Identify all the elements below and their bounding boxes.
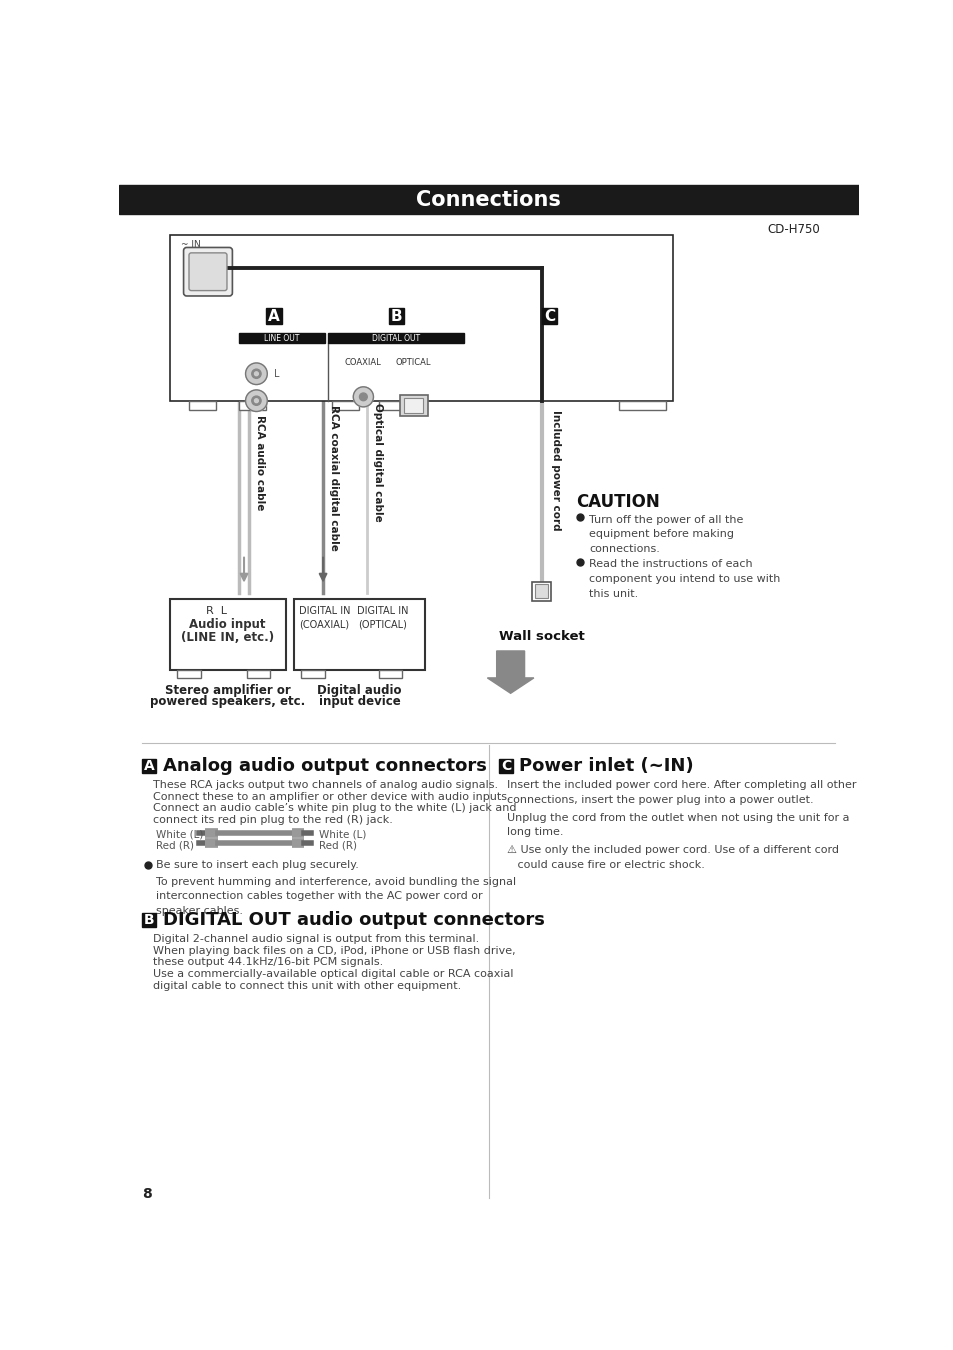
Text: RCA coaxial digital cable: RCA coaxial digital cable xyxy=(329,405,338,551)
Text: Red (R): Red (R) xyxy=(319,841,356,850)
Bar xyxy=(378,401,406,410)
Bar xyxy=(170,235,673,401)
Text: DIGITAL IN: DIGITAL IN xyxy=(298,606,350,616)
Bar xyxy=(189,401,216,410)
Text: Power inlet (~IN): Power inlet (~IN) xyxy=(518,757,693,775)
Text: Unplug the cord from the outlet when not using the unit for a
long time.: Unplug the cord from the outlet when not… xyxy=(506,813,848,837)
Bar xyxy=(498,759,513,772)
Text: Connect these to an amplifier or other device with audio inputs.: Connect these to an amplifier or other d… xyxy=(153,792,511,802)
Text: DIGITAL OUT: DIGITAL OUT xyxy=(372,333,420,343)
Circle shape xyxy=(245,390,267,412)
Bar xyxy=(170,599,286,670)
Bar xyxy=(618,401,665,410)
Text: powered speakers, etc.: powered speakers, etc. xyxy=(150,695,305,709)
Circle shape xyxy=(353,387,373,406)
Text: L: L xyxy=(274,369,279,379)
Text: Wall socket: Wall socket xyxy=(498,630,584,643)
Text: connect its red pin plug to the red (R) jack.: connect its red pin plug to the red (R) … xyxy=(153,815,393,825)
Circle shape xyxy=(245,363,267,385)
Text: White (L): White (L) xyxy=(319,830,366,840)
Text: RCA audio cable: RCA audio cable xyxy=(254,414,264,510)
Bar xyxy=(399,394,427,416)
Bar xyxy=(535,585,547,598)
Text: When playing back files on a CD, iPod, iPhone or USB flash drive,: When playing back files on a CD, iPod, i… xyxy=(153,946,516,956)
Bar xyxy=(142,759,156,772)
Text: Audio input: Audio input xyxy=(190,618,266,632)
Text: White (L): White (L) xyxy=(156,830,204,840)
Text: 8: 8 xyxy=(142,1187,152,1200)
Text: Included power cord: Included power cord xyxy=(550,409,560,531)
Bar xyxy=(532,582,550,601)
Text: C: C xyxy=(500,759,511,772)
Bar xyxy=(378,670,402,678)
Circle shape xyxy=(252,369,261,378)
Circle shape xyxy=(254,398,258,402)
Text: COAXIAL: COAXIAL xyxy=(345,358,381,367)
Text: CD-H750: CD-H750 xyxy=(767,223,820,236)
Bar xyxy=(142,913,156,926)
Text: (LINE IN, etc.): (LINE IN, etc.) xyxy=(181,632,274,644)
Text: (OPTICAL): (OPTICAL) xyxy=(358,620,407,629)
Text: input device: input device xyxy=(318,695,400,709)
Bar xyxy=(247,670,270,678)
Bar xyxy=(294,599,425,670)
Text: CAUTION: CAUTION xyxy=(576,493,659,512)
Text: ⚠ Use only the included power cord. Use of a different cord
   could cause fire : ⚠ Use only the included power cord. Use … xyxy=(506,845,838,869)
Text: B: B xyxy=(144,913,154,926)
Text: DIGITAL OUT audio output connectors: DIGITAL OUT audio output connectors xyxy=(162,911,544,929)
Text: Turn off the power of all the
equipment before making
connections.: Turn off the power of all the equipment … xyxy=(588,514,742,555)
Text: These RCA jacks output two channels of analog audio signals.: These RCA jacks output two channels of a… xyxy=(153,780,498,790)
Bar xyxy=(301,670,324,678)
Text: A: A xyxy=(268,309,280,324)
Polygon shape xyxy=(487,651,534,694)
Text: Stereo amplifier or: Stereo amplifier or xyxy=(165,683,291,697)
Bar xyxy=(328,333,464,343)
Text: OPTICAL: OPTICAL xyxy=(395,358,431,367)
Bar xyxy=(266,308,282,324)
Bar xyxy=(332,401,359,410)
Bar xyxy=(388,308,404,324)
Text: Optical digital cable: Optical digital cable xyxy=(373,402,383,521)
Text: Digital 2-channel audio signal is output from this terminal.: Digital 2-channel audio signal is output… xyxy=(153,934,479,944)
Text: B: B xyxy=(390,309,402,324)
Text: A: A xyxy=(144,759,154,772)
Text: ~ IN: ~ IN xyxy=(181,240,201,248)
Text: Read the instructions of each
component you intend to use with
this unit.: Read the instructions of each component … xyxy=(588,559,780,599)
Text: these output 44.1kHz/16-bit PCM signals.: these output 44.1kHz/16-bit PCM signals. xyxy=(153,957,383,968)
FancyBboxPatch shape xyxy=(183,247,233,296)
Text: R  L: R L xyxy=(206,606,227,616)
FancyBboxPatch shape xyxy=(189,252,227,290)
Bar xyxy=(239,401,266,410)
Text: C: C xyxy=(543,309,555,324)
Text: Digital audio: Digital audio xyxy=(317,683,401,697)
Circle shape xyxy=(254,371,258,375)
Text: Be sure to insert each plug securely.: Be sure to insert each plug securely. xyxy=(156,860,359,869)
Text: Insert the included power cord here. After completing all other
connections, ins: Insert the included power cord here. Aft… xyxy=(506,780,856,805)
Text: LINE OUT: LINE OUT xyxy=(264,333,299,343)
Text: To prevent humming and interference, avoid bundling the signal
interconnection c: To prevent humming and interference, avo… xyxy=(156,876,516,917)
Bar xyxy=(119,185,858,215)
Bar xyxy=(404,398,422,413)
Text: Use a commercially-available optical digital cable or RCA coaxial: Use a commercially-available optical dig… xyxy=(153,969,514,979)
Text: Analog audio output connectors: Analog audio output connectors xyxy=(162,757,486,775)
Text: Red (R): Red (R) xyxy=(156,841,194,850)
Bar xyxy=(541,308,557,324)
Text: (COAXIAL): (COAXIAL) xyxy=(299,620,350,629)
Text: DIGITAL IN: DIGITAL IN xyxy=(356,606,408,616)
Circle shape xyxy=(252,396,261,405)
Text: Connections: Connections xyxy=(416,190,560,209)
Circle shape xyxy=(359,393,367,401)
Text: digital cable to connect this unit with other equipment.: digital cable to connect this unit with … xyxy=(153,980,461,991)
Text: Connect an audio cable’s white pin plug to the white (L) jack and: Connect an audio cable’s white pin plug … xyxy=(153,803,517,814)
Bar xyxy=(239,333,324,343)
Bar xyxy=(177,670,200,678)
